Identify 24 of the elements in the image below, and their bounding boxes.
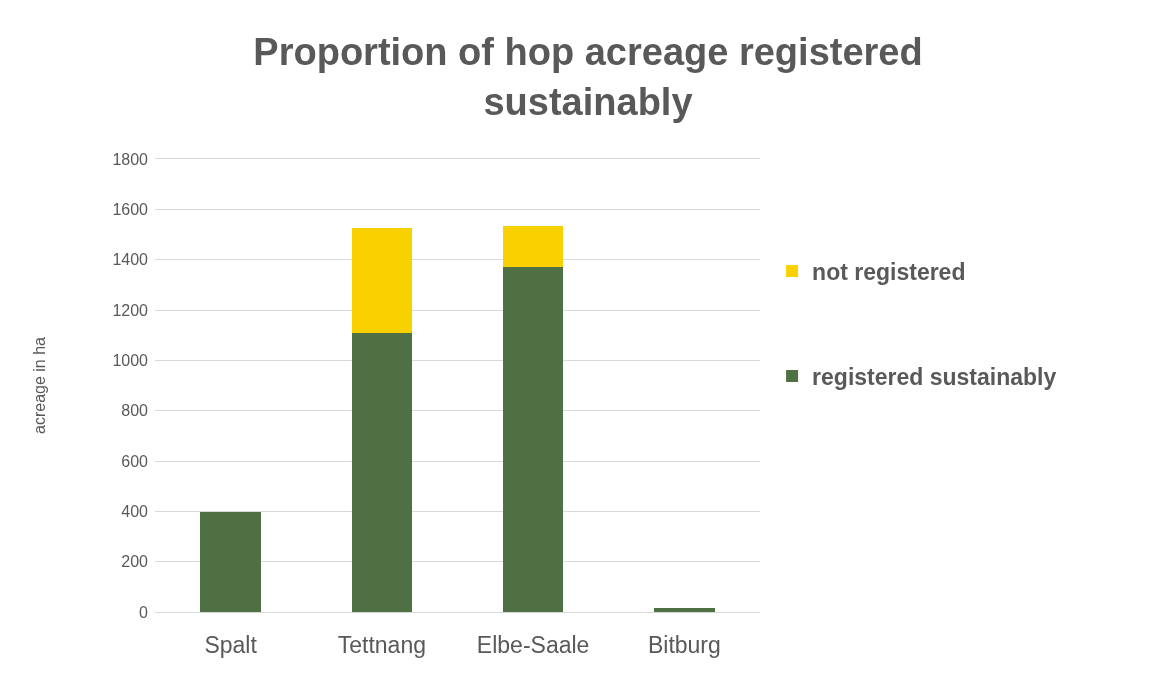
y-tick-label: 1400 xyxy=(112,251,149,269)
x-tick-label: Bitburg xyxy=(647,631,721,658)
bar xyxy=(502,267,564,612)
bar xyxy=(351,227,413,334)
y-tick-label: 0 xyxy=(139,603,149,621)
bar xyxy=(654,607,715,612)
bar xyxy=(502,226,564,268)
y-tick-label: 1800 xyxy=(112,150,149,168)
y-tick-label: 600 xyxy=(121,452,149,470)
x-tick-label: Spalt xyxy=(204,631,258,658)
y-axis-title: acreage in ha xyxy=(31,336,49,434)
chart-title: Proportion of hop acreage registered sustainably xyxy=(253,31,923,123)
y-tick-label: 200 xyxy=(121,553,149,571)
y-tick-label: 1600 xyxy=(112,200,149,218)
x-tick-label: Tettnang xyxy=(337,631,427,658)
y-tick-label: 1200 xyxy=(112,301,149,319)
y-tick-label: 400 xyxy=(121,502,149,520)
bar xyxy=(351,333,413,612)
x-tick-label: Elbe-Saale xyxy=(476,631,590,658)
legend-label: registered sustainably xyxy=(812,363,1057,390)
legend-label: not registered xyxy=(812,259,966,286)
y-tick-label: 800 xyxy=(121,402,149,420)
bar xyxy=(200,512,261,612)
y-tick-label: 1000 xyxy=(112,351,149,369)
